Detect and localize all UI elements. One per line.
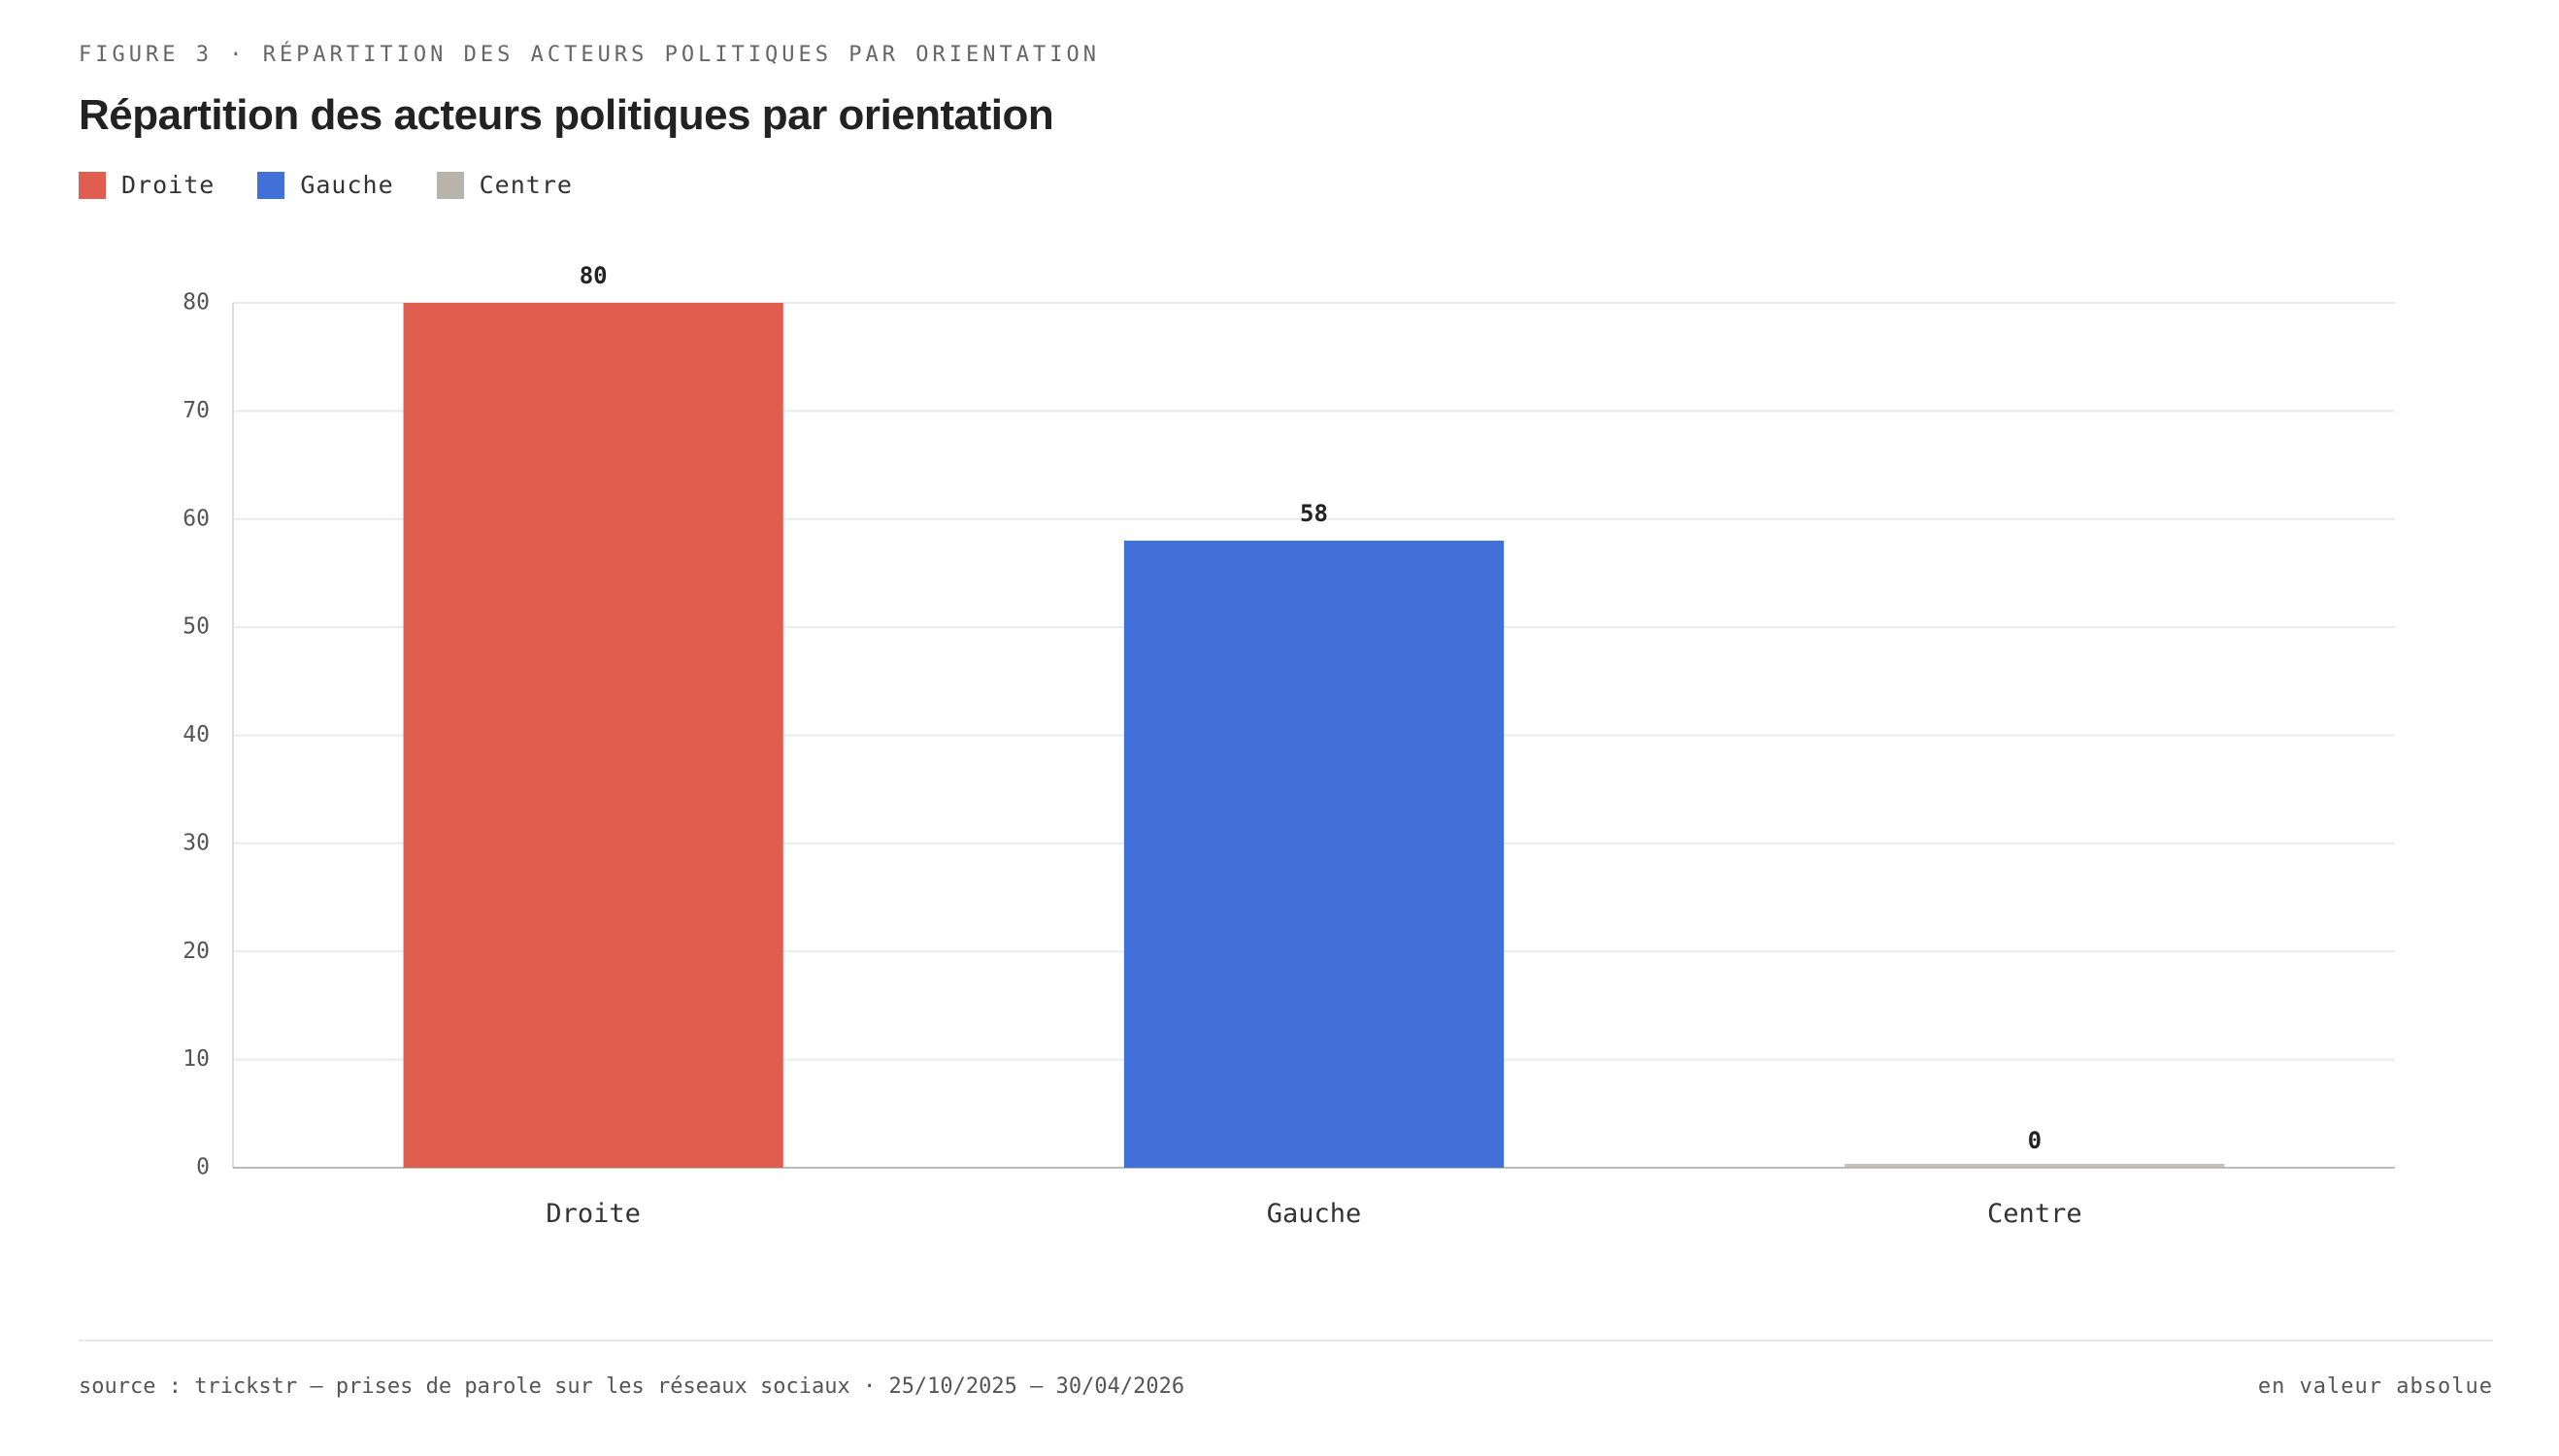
y-tick-label-30: 30 [183,830,210,855]
legend-label-gauche: Gauche [300,171,394,199]
x-tick-label-gauche: Gauche [1267,1199,1362,1229]
y-tick-label-40: 40 [183,722,210,747]
legend-swatch-centre [436,171,464,199]
data-label-centre: 0 [2028,1127,2042,1154]
legend-item-droite: Droite [79,171,215,199]
bar-gauche [1123,541,1505,1168]
y-tick-label-70: 70 [183,398,210,423]
data-label-gauche: 58 [1300,500,1328,527]
source-note: source : trickstr — prises de parole sur… [79,1374,1185,1399]
unit-note: en valeur absolue [2257,1374,2493,1399]
data-label-droite: 80 [580,262,608,289]
bar-centre [1844,1164,2225,1168]
x-tick-label-droite: Droite [546,1199,641,1229]
legend-label-droite: Droite [121,171,216,199]
legend-item-centre: Centre [436,171,573,199]
bar-droite [403,303,783,1168]
chart-legend: Droite Gauche Centre [79,171,615,199]
footer-divider [79,1340,2493,1341]
y-tick-label-10: 10 [183,1046,210,1072]
legend-swatch-gauche [257,171,285,199]
chart-title: Répartition des acteurs politiques par o… [79,91,1054,139]
y-tick-label-60: 60 [183,506,210,531]
y-tick-label-80: 80 [183,290,210,315]
x-tick-label-centre: Centre [1987,1199,2082,1229]
legend-swatch-droite [79,171,106,199]
y-tick-label-0: 0 [196,1155,210,1180]
y-tick-label-20: 20 [183,939,210,964]
legend-item-gauche: Gauche [257,171,393,199]
y-tick-label-50: 50 [183,614,210,640]
figure-eyebrow: FIGURE 3 · RÉPARTITION DES ACTEURS POLIT… [79,43,1100,67]
legend-label-centre: Centre [479,171,573,199]
